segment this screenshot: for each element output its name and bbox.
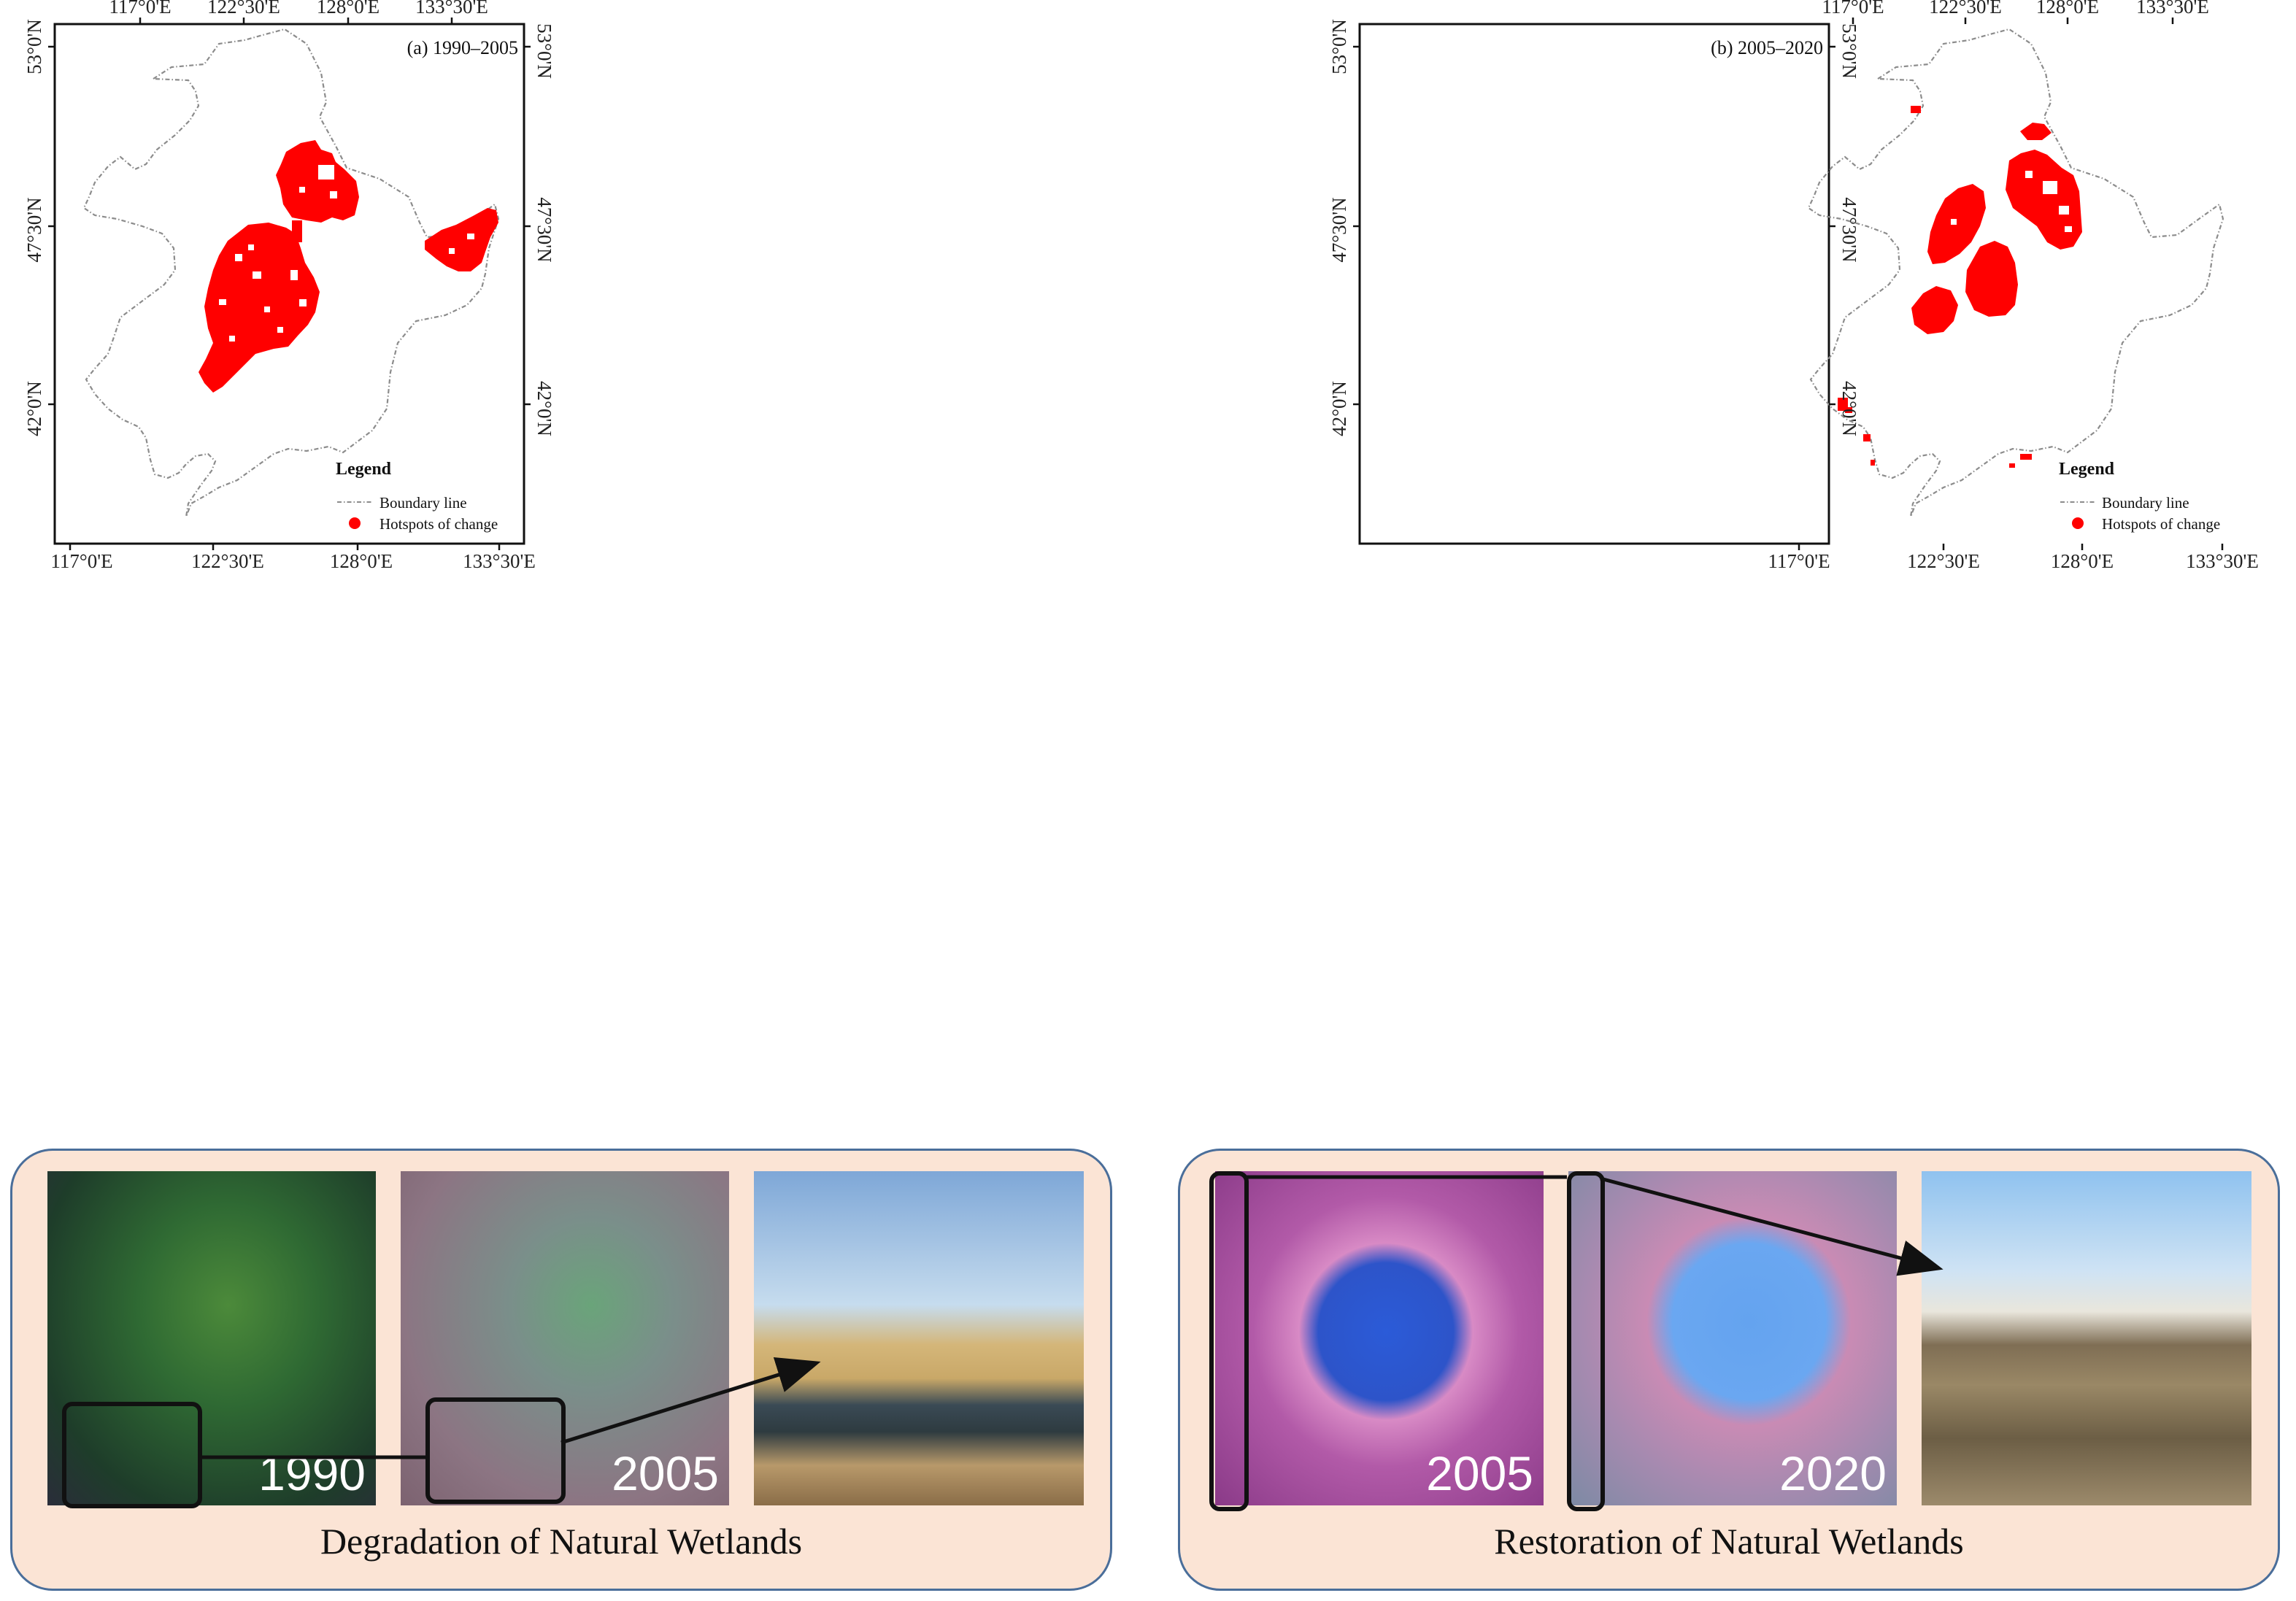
bottom-tick-label: 128°0'E — [330, 550, 393, 572]
legend: Legend Boundary line Hotspots of change — [336, 460, 498, 533]
image-year-label: 2020 — [1779, 1446, 1887, 1500]
field-photo — [1922, 1171, 2251, 1505]
legend-title: Legend — [336, 460, 392, 479]
right-tick-label: 47°30'N — [1838, 197, 1860, 262]
top-tick-label: 128°0'E — [317, 0, 380, 18]
legend-item-label: Boundary line — [2102, 494, 2189, 512]
hotspot-cluster-center — [1965, 241, 2018, 317]
connector-arrows — [1246, 1175, 1943, 1276]
hotspot-cluster-north — [276, 140, 359, 223]
top-tick-label: 133°30'E — [2136, 0, 2209, 18]
legend-item-label: Boundary line — [380, 494, 467, 512]
top-tick-label: 117°0'E — [1822, 0, 1884, 18]
map-frame — [1358, 23, 1830, 545]
image-year-label: 2005 — [612, 1446, 719, 1500]
left-tick-label: 47°30'N — [1328, 197, 1350, 262]
hotspot-symbol — [349, 517, 361, 529]
hotspot-cluster-sw — [1911, 286, 1958, 334]
right-tick-label: 53°0'N — [1838, 23, 1860, 79]
hotspot-clusters — [1838, 106, 2082, 468]
top-tick-label: 122°30'E — [1929, 0, 2002, 18]
hotspot-gaps — [1951, 171, 2072, 232]
left-tick-label: 53°0'N — [1328, 19, 1350, 74]
bottom-tick-label: 122°30'E — [1907, 550, 1980, 572]
connector-arrows — [198, 1357, 821, 1459]
image-year-label: 1990 — [258, 1446, 366, 1500]
zoom-box-2005 — [1209, 1171, 1249, 1511]
bottom-tick-label: 117°0'E — [50, 550, 112, 572]
panel-label: (a) 1990–2005 — [407, 37, 518, 58]
zoom-box-2020 — [1567, 1171, 1605, 1511]
top-tick-label: 128°0'E — [2036, 0, 2099, 18]
left-tick-label: 53°0'N — [23, 19, 45, 74]
box-caption: Degradation of Natural Wetlands — [320, 1521, 803, 1562]
legend-item-label: Hotspots of change — [380, 515, 498, 533]
left-tick-label: 47°30'N — [23, 197, 45, 262]
right-tick-label: 42°0'N — [1838, 381, 1860, 436]
tick-marks — [48, 18, 531, 550]
map-panel-b: 117°0'E 122°30'E 128°0'E 133°30'E 117°0'… — [1328, 0, 2259, 572]
bottom-tick-label: 128°0'E — [2051, 550, 2114, 572]
right-tick-label: 42°0'N — [533, 381, 555, 436]
top-tick-label: 122°30'E — [207, 0, 280, 18]
tick-marks — [1353, 18, 2224, 550]
zoom-box-2005 — [425, 1397, 566, 1504]
hotspot-gaps — [219, 165, 474, 342]
right-tick-label: 53°0'N — [533, 23, 555, 79]
top-tick-label: 117°0'E — [109, 0, 171, 18]
panel-label: (b) 2005–2020 — [1711, 37, 1823, 58]
hotspot-cluster-ne — [2006, 150, 2082, 250]
hotspot-cluster-top — [2020, 123, 2052, 140]
field-photo — [754, 1171, 1084, 1505]
bottom-tick-label: 122°30'E — [191, 550, 264, 572]
legend: Legend Boundary line Hotspots of change — [2059, 460, 2220, 533]
satellite-image-1990: 1990 — [47, 1171, 376, 1505]
satellite-image-2020: 2020 — [1568, 1171, 1897, 1505]
right-tick-label: 47°30'N — [533, 197, 555, 262]
legend-item-label: Hotspots of change — [2102, 515, 2220, 533]
bottom-tick-label: 133°30'E — [2186, 550, 2259, 572]
zoom-box-1990 — [62, 1402, 202, 1508]
hotspot-cluster-central — [199, 223, 320, 393]
hotspot-symbol — [2072, 517, 2084, 529]
degradation-box: 1990 2005 Degradation of Natural Wetland… — [10, 1149, 1112, 1591]
bottom-tick-label: 133°30'E — [463, 550, 536, 572]
hotspot-clusters — [199, 140, 498, 393]
hotspot-cluster-east — [425, 208, 498, 271]
box-caption: Restoration of Natural Wetlands — [1494, 1521, 1964, 1562]
satellite-image-2005: 2005 — [1215, 1171, 1544, 1505]
map-panel-a: 117°0'E 122°30'E 128°0'E 133°30'E 117°0'… — [23, 0, 555, 572]
bottom-tick-label: 117°0'E — [1768, 550, 1830, 572]
image-year-label: 2005 — [1426, 1446, 1533, 1500]
left-tick-label: 42°0'N — [1328, 381, 1350, 436]
left-tick-label: 42°0'N — [23, 381, 45, 436]
legend-title: Legend — [2059, 460, 2115, 479]
restoration-box: 2005 2020 Restoration of Natural Wetland… — [1178, 1149, 2280, 1591]
top-tick-label: 133°30'E — [415, 0, 488, 18]
